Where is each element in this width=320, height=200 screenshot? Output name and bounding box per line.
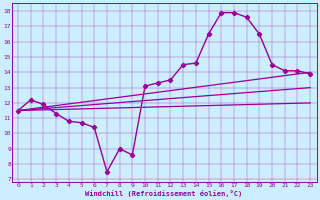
X-axis label: Windchill (Refroidissement éolien,°C): Windchill (Refroidissement éolien,°C) <box>85 190 243 197</box>
